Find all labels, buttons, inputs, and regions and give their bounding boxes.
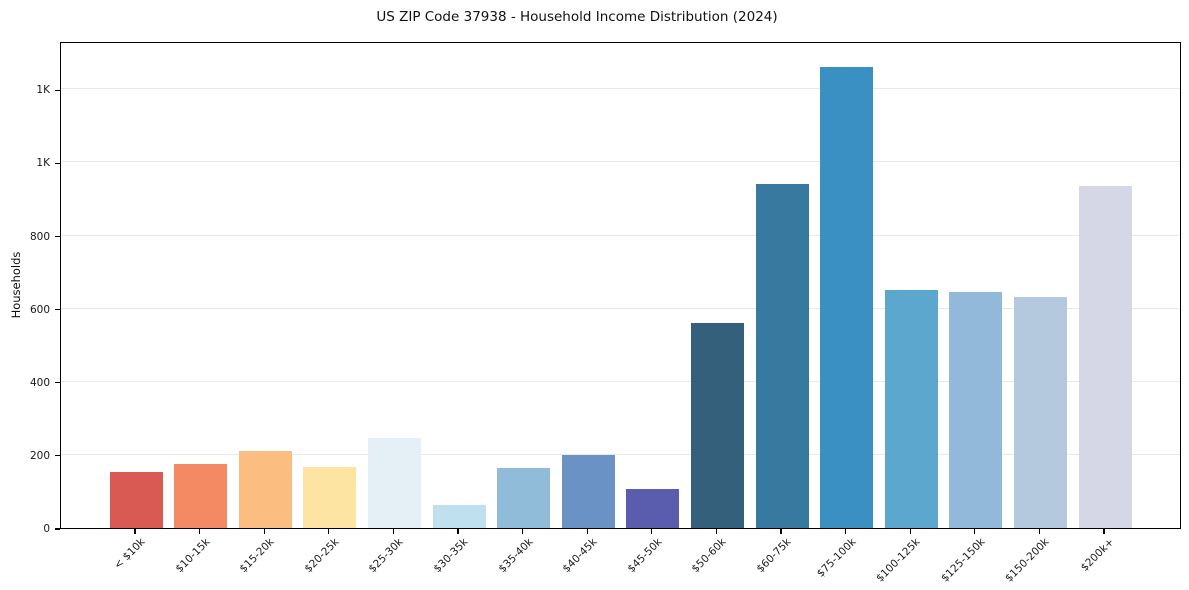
bar-150-200k — [1013, 296, 1067, 528]
x-tick-label: < $10k — [111, 536, 148, 572]
y-tick-label: 1K — [36, 84, 50, 97]
bar-25-30k — [367, 438, 421, 528]
x-tick-label: $45-50k — [625, 536, 665, 576]
x-tick-mark — [974, 529, 976, 534]
x-tick-mark — [715, 529, 717, 534]
bar-45-50k — [626, 489, 680, 528]
x-tick-label: $50-60k — [689, 536, 729, 576]
bar-60-75k — [755, 184, 809, 528]
x-tick-mark — [780, 529, 782, 534]
x-tick-mark — [199, 529, 201, 534]
bar-35-40k — [497, 468, 551, 528]
x-tick-mark — [134, 529, 136, 534]
x-tick-label: $15-20k — [237, 536, 277, 576]
bar-15-20k — [238, 450, 292, 528]
plot-area — [60, 42, 1181, 529]
bar-20-25k — [303, 466, 357, 528]
y-tick-label: 0 — [43, 523, 50, 535]
gridline — [61, 161, 1180, 163]
x-tick-mark — [328, 529, 330, 534]
y-tick-mark — [55, 162, 60, 164]
x-tick-label: $200k+ — [1078, 536, 1117, 574]
gridline — [61, 307, 1180, 309]
x-tick-label: $35-40k — [495, 536, 536, 576]
x-tick-mark — [522, 529, 524, 534]
y-tick-label: 200 — [29, 449, 50, 462]
y-tick-mark — [55, 309, 60, 311]
x-tick-mark — [263, 529, 265, 534]
bar-75-100k — [820, 66, 874, 528]
x-tick-label: $10-15k — [172, 536, 213, 576]
y-tick-mark — [55, 528, 60, 530]
bar-10-15k — [174, 463, 228, 528]
chart-title: US ZIP Code 37938 - Household Income Dis… — [376, 9, 778, 25]
x-tick-mark — [909, 529, 911, 534]
y-tick-label: 800 — [29, 230, 50, 243]
x-tick-label: $20-25k — [302, 536, 342, 576]
y-tick-label: 600 — [29, 303, 50, 316]
x-tick-label: $25-30k — [366, 536, 406, 576]
x-tick-label: $150-200k — [1003, 536, 1052, 585]
bar-100-125k — [884, 290, 938, 528]
gridline — [61, 453, 1180, 455]
x-tick-mark — [651, 529, 653, 534]
x-tick-label: $75-100k — [814, 536, 859, 580]
y-tick-mark — [55, 455, 60, 457]
x-tick-mark — [1038, 529, 1040, 534]
x-tick-label: $100-125k — [874, 536, 923, 585]
y-tick-label: 1K — [36, 157, 50, 170]
bar-50-60k — [690, 323, 744, 528]
gridline — [61, 380, 1180, 382]
x-tick-mark — [1103, 529, 1105, 534]
bar-10k — [109, 472, 163, 528]
y-tick-mark — [55, 89, 60, 91]
x-tick-label: $40-45k — [560, 536, 600, 576]
y-tick-label: 400 — [29, 376, 50, 389]
gridline — [61, 234, 1180, 236]
x-tick-label: $125-150k — [938, 536, 988, 585]
x-tick-label: $60-75k — [754, 536, 794, 576]
x-tick-label: $30-35k — [431, 536, 471, 576]
y-tick-mark — [55, 235, 60, 238]
x-tick-mark — [392, 529, 394, 534]
bar-125-150k — [949, 291, 1003, 528]
bar-40-45k — [561, 454, 615, 528]
bar-30-35k — [432, 505, 486, 528]
y-tick-mark — [55, 382, 60, 384]
x-tick-mark — [845, 529, 847, 534]
x-tick-mark — [457, 529, 459, 534]
bar-200k+ — [1078, 186, 1132, 528]
gridline — [61, 88, 1180, 90]
x-tick-mark — [586, 529, 588, 534]
